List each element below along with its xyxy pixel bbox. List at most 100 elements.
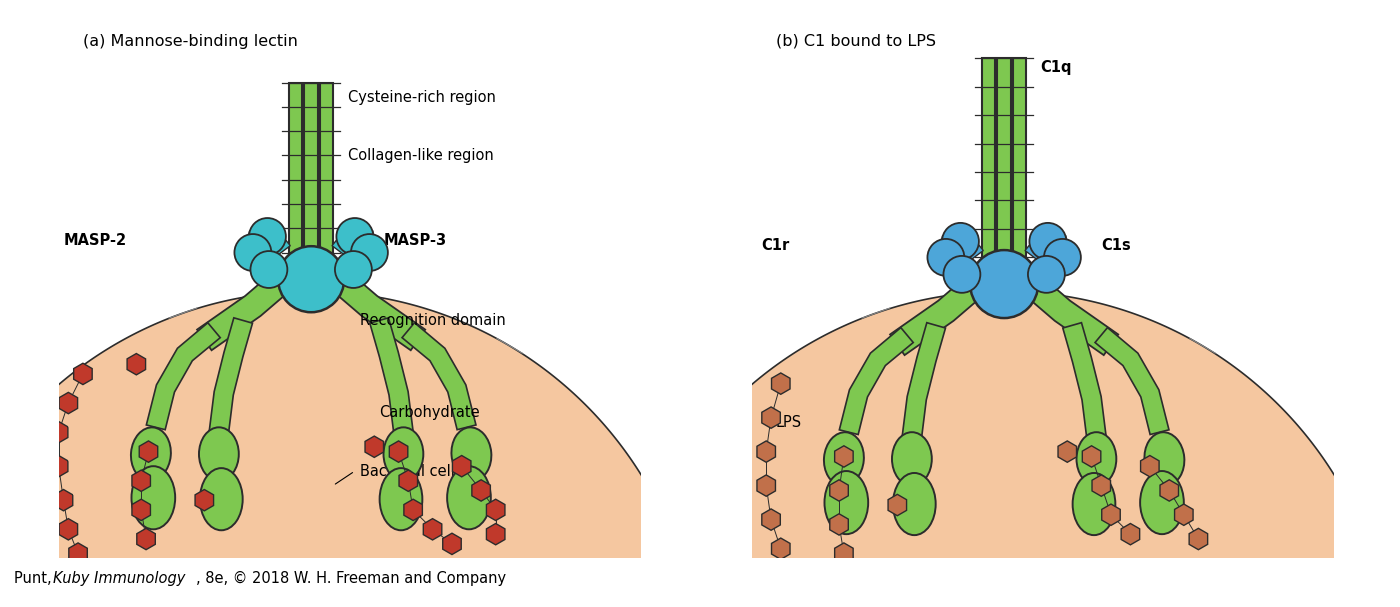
Ellipse shape [1072,473,1116,535]
Polygon shape [1161,480,1179,501]
Circle shape [970,250,1039,318]
Ellipse shape [1077,432,1116,486]
Polygon shape [888,494,907,516]
Polygon shape [1063,323,1106,438]
Polygon shape [365,436,384,458]
Polygon shape [332,224,379,257]
Polygon shape [557,291,1400,607]
Circle shape [336,218,374,255]
Polygon shape [55,489,73,511]
Polygon shape [147,323,220,430]
Polygon shape [389,441,407,463]
Polygon shape [981,58,995,257]
Text: (a) Mannose-binding lectin: (a) Mannose-binding lectin [83,34,298,49]
Polygon shape [486,523,505,545]
Polygon shape [132,499,150,521]
Text: Cysteine-rich region: Cysteine-rich region [347,90,496,104]
Polygon shape [486,499,505,521]
Polygon shape [757,441,776,463]
Polygon shape [1025,229,1072,262]
Polygon shape [771,373,790,395]
Polygon shape [139,441,158,463]
Polygon shape [288,83,302,253]
Polygon shape [757,475,776,497]
Circle shape [279,246,344,312]
Polygon shape [137,528,155,550]
Polygon shape [402,323,476,430]
Polygon shape [997,58,1011,257]
Polygon shape [1102,504,1120,526]
Polygon shape [69,543,87,565]
Polygon shape [370,318,413,433]
Text: MASP-2: MASP-2 [63,233,126,248]
Polygon shape [59,392,77,414]
Polygon shape [1092,475,1110,497]
Polygon shape [442,533,461,555]
Polygon shape [1141,455,1159,477]
Ellipse shape [384,427,423,481]
Polygon shape [834,543,853,565]
Text: Collagen-like region: Collagen-like region [347,148,493,163]
Polygon shape [49,421,67,443]
Polygon shape [304,83,318,253]
Polygon shape [1121,523,1140,545]
Text: MASP-3: MASP-3 [384,233,447,248]
Polygon shape [423,518,442,540]
Text: Recognition domain: Recognition domain [360,313,505,328]
Ellipse shape [199,427,239,481]
Circle shape [351,234,388,271]
Ellipse shape [132,466,175,529]
Polygon shape [1058,441,1077,463]
Polygon shape [771,538,790,560]
Polygon shape [132,470,150,492]
Polygon shape [472,480,490,501]
Text: C1q: C1q [1040,61,1072,75]
Ellipse shape [132,427,171,481]
Polygon shape [1189,528,1208,550]
Text: Kuby Immunology: Kuby Immunology [53,571,186,586]
Circle shape [944,256,980,293]
Ellipse shape [825,432,864,486]
Polygon shape [244,224,290,257]
Circle shape [251,251,287,288]
Polygon shape [834,446,853,467]
Text: Carbohydrate: Carbohydrate [379,405,480,420]
Polygon shape [762,509,780,531]
Polygon shape [1175,504,1193,526]
Polygon shape [399,470,417,492]
Text: (b) C1 bound to LPS: (b) C1 bound to LPS [776,34,937,49]
Ellipse shape [451,427,491,481]
Polygon shape [59,518,77,540]
Ellipse shape [892,432,932,486]
Polygon shape [197,243,321,350]
Circle shape [1028,256,1065,293]
Ellipse shape [447,466,491,529]
Polygon shape [302,243,426,350]
Polygon shape [830,514,848,535]
Polygon shape [1095,328,1169,435]
Text: , 8e, © 2018 W. H. Freeman and Company: , 8e, © 2018 W. H. Freeman and Company [196,571,507,586]
Polygon shape [830,480,848,501]
Circle shape [335,251,372,288]
Polygon shape [1012,58,1026,257]
Polygon shape [840,328,913,435]
Polygon shape [762,407,780,429]
Text: LPS: LPS [776,415,802,430]
Ellipse shape [825,471,868,534]
Polygon shape [49,455,67,477]
Circle shape [927,239,965,276]
Polygon shape [1082,446,1100,467]
Ellipse shape [893,473,935,535]
Text: C1s: C1s [1102,238,1131,253]
Ellipse shape [379,468,423,531]
Circle shape [249,218,286,255]
Circle shape [1044,239,1081,276]
Polygon shape [195,489,214,511]
Polygon shape [319,83,333,253]
Ellipse shape [1140,471,1184,534]
Circle shape [234,234,272,271]
Text: Bacterial cells: Bacterial cells [360,464,462,478]
Polygon shape [209,318,252,433]
Polygon shape [403,499,423,521]
Polygon shape [995,248,1119,355]
